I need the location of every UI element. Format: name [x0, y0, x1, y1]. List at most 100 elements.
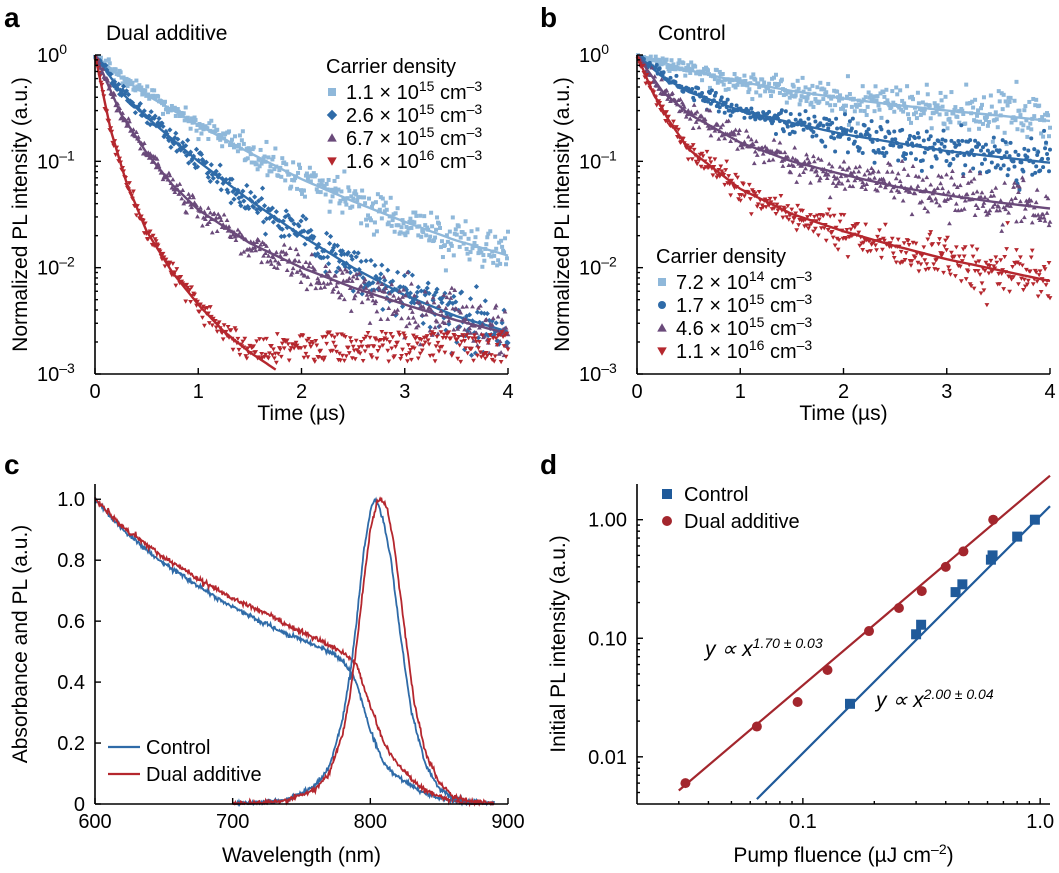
series-0-point	[865, 104, 870, 109]
series-0-point	[845, 698, 856, 709]
series-0-points	[635, 53, 1052, 154]
series-0-point	[340, 210, 345, 215]
series-2-point	[293, 246, 299, 252]
series-2-point	[359, 299, 365, 305]
legend-label-3: 1.1 × 1016 cm–3	[676, 337, 812, 363]
series-3-point	[767, 196, 773, 202]
y-axis-label: Absorbance and PL (a.u.)	[9, 525, 32, 764]
series-1-point	[845, 150, 850, 155]
series-1-point	[924, 129, 929, 134]
series-0-point	[777, 90, 782, 95]
series-0-point	[1041, 134, 1046, 139]
series-0-point	[1029, 514, 1040, 525]
series-1-point	[270, 219, 277, 225]
series-1-point	[882, 153, 887, 158]
series-2-point	[292, 257, 298, 262]
series-2-point	[833, 183, 839, 188]
series-0-point	[705, 68, 710, 73]
series-0-point	[335, 174, 340, 179]
series-0-point	[855, 121, 860, 126]
series-3-point	[380, 343, 386, 348]
series-1-point	[218, 187, 224, 193]
series-0-point	[849, 104, 854, 109]
series-0-point	[162, 99, 167, 104]
series-3-point	[959, 259, 965, 264]
series-3-point	[308, 344, 314, 349]
series-2-point	[1041, 215, 1047, 220]
series-2-point	[856, 169, 862, 174]
series-0-point	[326, 177, 331, 182]
series-2-point	[946, 189, 951, 194]
series-0-point	[1012, 98, 1017, 103]
x-tick-label: 4	[502, 381, 513, 403]
series-3-point	[456, 334, 462, 340]
series-3-point	[850, 224, 856, 229]
series-3-point	[334, 349, 339, 355]
series-2-point	[947, 221, 952, 226]
series-0-point	[491, 260, 496, 265]
series-3-point	[264, 336, 269, 342]
series-2-point	[313, 285, 319, 291]
series-0-point	[979, 102, 984, 107]
series-2-point	[471, 338, 476, 343]
series-2-point	[722, 136, 728, 141]
series-3-point	[807, 223, 812, 228]
series-3-point	[454, 337, 460, 343]
series-3-point	[1020, 287, 1026, 293]
series-1-point	[797, 112, 802, 117]
series-2-point	[361, 279, 367, 284]
series-0-point	[485, 235, 490, 240]
series-3-point	[343, 354, 349, 359]
series-3-point	[294, 343, 300, 348]
series-3-point	[879, 255, 884, 261]
series-3-point	[795, 203, 801, 209]
series-2-point	[896, 189, 902, 194]
series-0-point	[1017, 108, 1022, 113]
series-0-point	[458, 235, 463, 240]
series-0-point	[921, 111, 926, 116]
legend-label-0: 1.1 × 1015 cm–3	[346, 78, 482, 104]
series-2-point	[818, 157, 824, 162]
series-3-point	[942, 244, 947, 249]
series-2-point	[224, 217, 230, 223]
series-2-point	[420, 304, 426, 309]
series-3-point	[233, 328, 239, 333]
series-3-point	[446, 330, 452, 335]
series-2-point	[167, 173, 173, 178]
series-1-point	[493, 320, 499, 326]
series-2-point	[847, 183, 853, 188]
series-2-point	[272, 258, 278, 263]
series-0-point	[388, 195, 393, 200]
y-tick-exp: –1	[601, 147, 617, 163]
series-3-point	[748, 212, 754, 217]
series-1-point	[879, 127, 884, 132]
series-2-point	[732, 132, 737, 137]
series-1-point	[301, 228, 307, 234]
series-3-point	[377, 345, 383, 350]
series-1-point	[339, 248, 346, 254]
series-3-point	[843, 236, 849, 242]
series-0-point	[1022, 108, 1027, 113]
series-2-point	[812, 159, 817, 164]
series-2-point	[341, 296, 347, 302]
series-2-point	[997, 208, 1003, 213]
y-tick-exp: 0	[59, 41, 67, 57]
series-3-point	[133, 213, 139, 218]
series-0-point	[134, 78, 139, 83]
series-3-point	[209, 323, 215, 328]
series-3-point	[1034, 279, 1040, 284]
series-3-point	[306, 336, 312, 342]
series-1-point	[832, 136, 837, 141]
series-2-point	[850, 183, 856, 189]
fit-annotation-exp: 2.00 ± 0.04	[923, 686, 994, 702]
series-3-point	[792, 215, 798, 221]
series-1-point	[260, 219, 267, 225]
series-3-point	[494, 342, 500, 348]
series-0-point	[1009, 120, 1014, 125]
series-1-point	[314, 245, 320, 251]
series-0-point	[351, 196, 356, 201]
series-1-point	[238, 202, 244, 209]
series-1-point	[482, 298, 488, 304]
series-0-point	[943, 94, 948, 99]
series-2-point	[973, 202, 979, 207]
